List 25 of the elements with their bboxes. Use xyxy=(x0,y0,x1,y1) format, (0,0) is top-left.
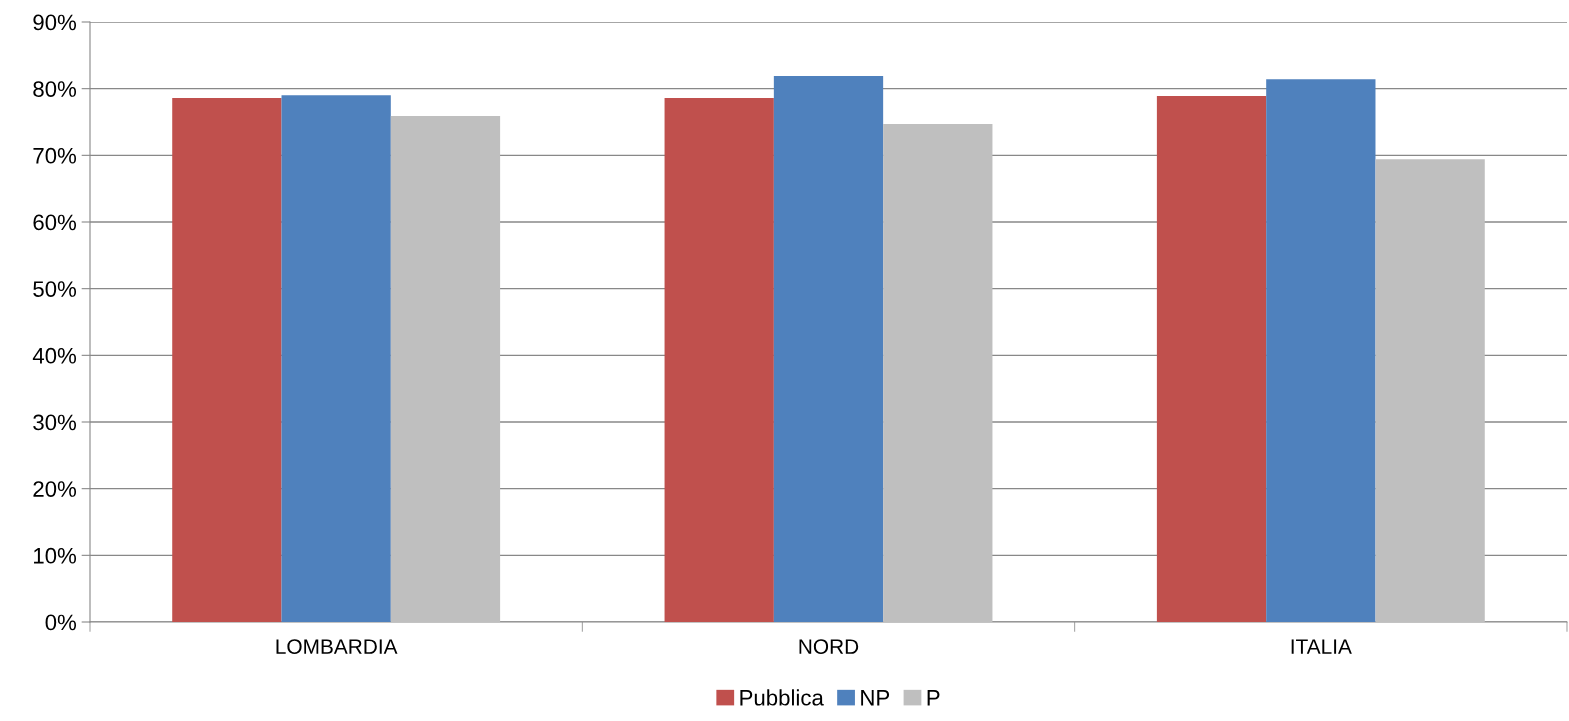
bar xyxy=(1156,96,1267,622)
x-tick-label: NORD xyxy=(799,639,859,654)
legend-label: NP xyxy=(861,690,890,706)
bar xyxy=(281,95,391,622)
bar xyxy=(883,124,993,622)
bar xyxy=(664,98,774,622)
bar xyxy=(773,76,884,622)
bar xyxy=(390,116,501,622)
x-tick-label: ITALIA xyxy=(1291,639,1352,654)
bar xyxy=(172,98,282,622)
y-tick-label: 50% xyxy=(33,281,77,297)
x-tick-label: LOMBARDIA xyxy=(276,639,398,654)
y-tick-label: 70% xyxy=(33,147,77,164)
y-tick-label: 10% xyxy=(34,547,77,564)
legend-label: P xyxy=(927,690,940,706)
y-tick-label: 0% xyxy=(45,614,77,631)
y-tick-label: 40% xyxy=(32,347,77,364)
y-tick-label: 30% xyxy=(33,414,77,431)
legend-label: Pubblica xyxy=(740,689,824,706)
y-tick-label: 90% xyxy=(33,14,77,31)
bar xyxy=(1375,159,1485,622)
y-tick-label: 60% xyxy=(33,214,77,231)
bar xyxy=(1266,79,1376,622)
y-tick-label: 20% xyxy=(33,481,77,497)
y-tick-label: 80% xyxy=(33,81,77,97)
